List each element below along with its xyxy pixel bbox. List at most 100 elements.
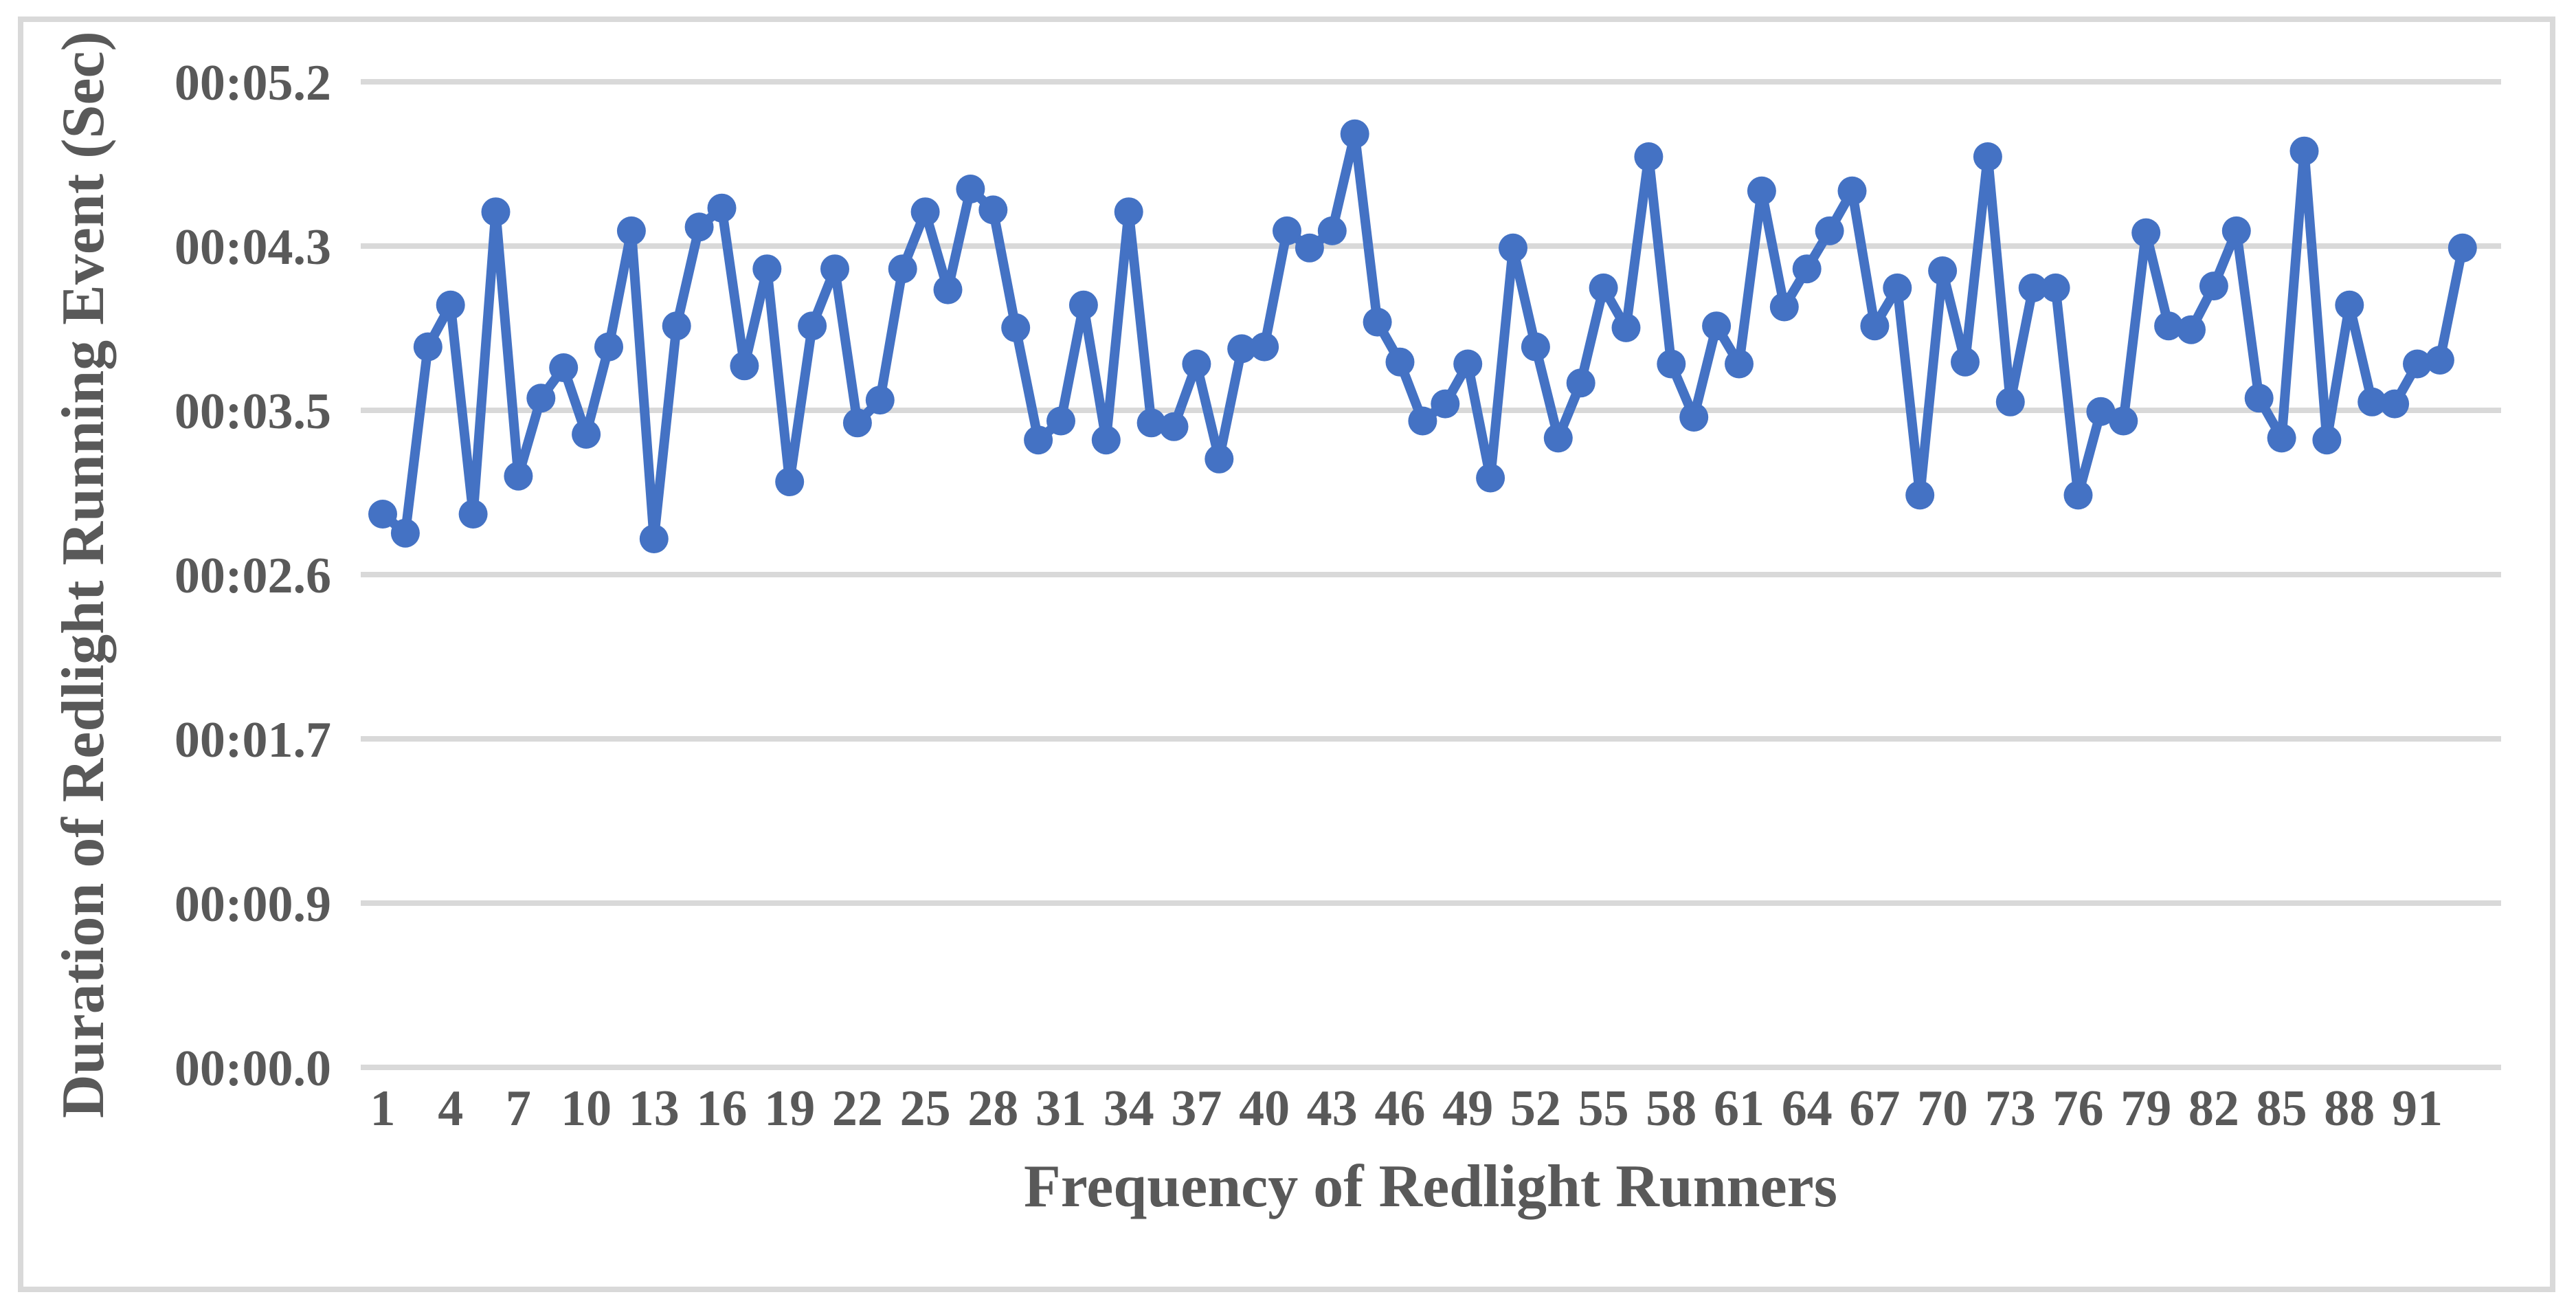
data-point-marker xyxy=(1431,389,1460,419)
data-point-marker xyxy=(1159,412,1189,441)
data-point-marker xyxy=(1566,368,1595,398)
data-point-marker xyxy=(1905,480,1935,510)
data-point-marker xyxy=(1250,332,1279,362)
x-axis-title: Frequency of Redlight Runners xyxy=(1024,1153,1837,1220)
x-tick-label: 19 xyxy=(764,1080,815,1137)
data-point-marker xyxy=(458,500,488,529)
data-point-marker xyxy=(2154,311,2184,341)
data-point-marker xyxy=(662,311,691,341)
data-point-marker xyxy=(368,500,397,529)
data-point-marker xyxy=(1408,406,1437,436)
data-point-marker xyxy=(910,197,940,227)
data-point-marker xyxy=(1725,349,1754,379)
data-point-marker xyxy=(504,461,533,491)
x-tick-label: 34 xyxy=(1104,1080,1154,1137)
data-point-marker xyxy=(2063,480,2093,510)
x-tick-label: 25 xyxy=(900,1080,951,1137)
data-point-marker xyxy=(2380,389,2410,419)
y-axis-tick-labels: 00:00.0 00:00.9 00:01.7 00:02.6 00:03.5 00:04… xyxy=(175,55,331,1097)
data-point-marker xyxy=(1024,425,1053,455)
x-tick-label: 70 xyxy=(1917,1080,1968,1137)
x-axis-tick-labels: 1 4 7 10 13 16 19 22 25 28 31 34 37 40 43 46 49 52 55 58 61 6… xyxy=(370,1080,2443,1137)
data-point-marker xyxy=(1883,273,1912,302)
data-point-marker xyxy=(888,254,917,284)
data-point-marker xyxy=(2086,397,2116,426)
data-point-marker xyxy=(2041,273,2070,302)
data-point-marker xyxy=(1295,233,1324,263)
data-point-marker xyxy=(1476,463,1505,493)
x-tick-label: 73 xyxy=(1985,1080,2036,1137)
data-point-marker xyxy=(752,254,782,284)
data-point-marker xyxy=(2425,346,2454,375)
x-tick-label: 61 xyxy=(1714,1080,1765,1137)
data-point-marker xyxy=(1182,349,1211,379)
data-point-marker xyxy=(2335,290,2364,320)
x-tick-label: 43 xyxy=(1307,1080,1358,1137)
data-point-marker xyxy=(1589,273,1618,302)
y-axis-title: Duration of Redlight Running Event (Sec) xyxy=(50,31,117,1118)
data-point-marker xyxy=(730,351,759,381)
x-tick-label: 64 xyxy=(1782,1080,1833,1137)
data-point-marker xyxy=(2357,387,2387,417)
data-point-marker xyxy=(978,195,1008,225)
x-tick-label: 13 xyxy=(629,1080,680,1137)
x-tick-label: 79 xyxy=(2120,1080,2171,1137)
data-point-marker xyxy=(933,275,963,304)
data-point-marker xyxy=(2221,216,2251,245)
data-point-marker xyxy=(707,193,737,223)
data-point-marker xyxy=(2267,423,2296,453)
x-tick-label: 82 xyxy=(2188,1080,2239,1137)
x-tick-label: 85 xyxy=(2256,1080,2307,1137)
data-point-marker xyxy=(2244,384,2274,413)
data-point-marker xyxy=(1928,256,1958,285)
data-point-marker xyxy=(798,311,827,341)
x-tick-label: 37 xyxy=(1171,1080,1222,1137)
data-point-marker xyxy=(1046,406,1075,436)
series-line xyxy=(378,129,2467,544)
data-point-marker xyxy=(1747,176,1776,206)
data-point-marker xyxy=(842,408,872,438)
data-point-marker xyxy=(820,254,849,284)
x-tick-label: 88 xyxy=(2324,1080,2375,1137)
data-point-marker xyxy=(436,290,465,320)
data-point-marker xyxy=(413,332,443,362)
y-tick-label: 00:05.2 xyxy=(175,55,331,111)
data-point-marker xyxy=(639,524,669,553)
data-point-marker xyxy=(1543,423,1573,453)
data-point-marker xyxy=(1001,313,1031,342)
data-point-marker xyxy=(1657,349,1686,379)
x-tick-label: 76 xyxy=(2053,1080,2104,1137)
data-point-marker xyxy=(616,216,646,245)
data-point-marker xyxy=(1114,197,1143,227)
data-point-marker xyxy=(1273,216,1301,245)
data-point-marker xyxy=(1385,347,1415,377)
gridlines xyxy=(361,79,2501,1070)
y-tick-label: 00:01.7 xyxy=(175,712,331,768)
y-tick-label: 00:00.9 xyxy=(175,876,331,933)
x-tick-label: 10 xyxy=(561,1080,612,1137)
x-tick-label: 22 xyxy=(832,1080,883,1137)
data-point-marker xyxy=(1837,176,1867,206)
data-point-marker xyxy=(1860,311,1890,341)
data-point-marker xyxy=(2289,136,2319,166)
x-tick-label: 31 xyxy=(1035,1080,1086,1137)
data-point-marker xyxy=(572,419,601,449)
data-point-marker xyxy=(1091,425,1121,455)
data-point-marker xyxy=(1679,403,1709,432)
data-point-marker xyxy=(1815,216,1844,245)
data-point-marker xyxy=(2312,425,2342,455)
x-tick-label: 49 xyxy=(1442,1080,1493,1137)
data-point-marker xyxy=(594,332,623,362)
data-point-marker xyxy=(2018,273,2048,302)
x-tick-label: 1 xyxy=(370,1080,396,1137)
data-point-marker xyxy=(2448,233,2477,263)
data-point-marker xyxy=(956,175,985,203)
series-markers xyxy=(368,119,2477,553)
data-point-marker xyxy=(775,467,805,496)
data-point-marker xyxy=(1995,387,2025,417)
data-point-marker xyxy=(865,386,895,415)
data-point-marker xyxy=(1317,216,1347,245)
data-point-marker xyxy=(1136,408,1166,438)
y-tick-label: 00:00.0 xyxy=(175,1041,331,1097)
